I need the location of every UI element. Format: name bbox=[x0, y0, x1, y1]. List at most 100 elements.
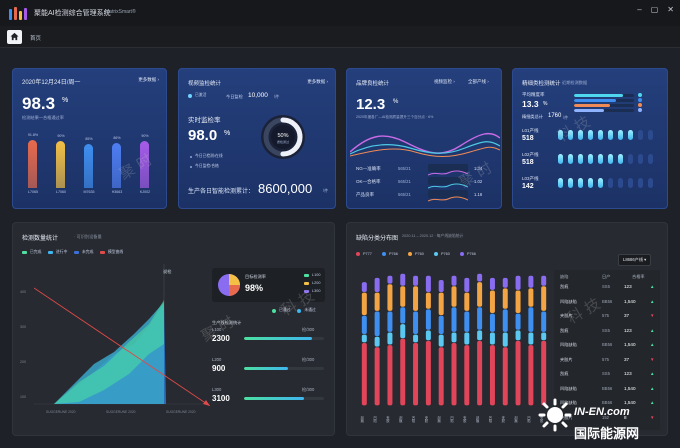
app-title: 聚能AI检测综合管理系统 bbox=[34, 10, 111, 17]
defect-bar-segment bbox=[528, 307, 534, 332]
rate-title: 实时监检率 bbox=[188, 117, 221, 124]
x-tick-label: 凹陷 bbox=[411, 416, 416, 423]
row-value: 142 bbox=[522, 183, 534, 190]
card-title: 品牌良检统计 bbox=[356, 81, 390, 87]
series-yield-line bbox=[350, 146, 500, 157]
defect-bar-segment bbox=[387, 332, 393, 345]
defect-bar-segment bbox=[425, 330, 431, 341]
tag-all-lines[interactable]: 全部产线 › bbox=[468, 79, 489, 84]
row-level-bar bbox=[608, 154, 613, 164]
row-label: L03产线 bbox=[522, 176, 539, 181]
status-dot-icon bbox=[188, 93, 192, 98]
defect-bar-segment bbox=[477, 307, 483, 330]
table-cell-value: 1,540 bbox=[624, 298, 636, 304]
fine-progress bbox=[574, 99, 634, 102]
defect-bar-segment bbox=[541, 311, 547, 332]
defect-bar-segment bbox=[438, 347, 444, 406]
x-tick-label: 夹胶 bbox=[462, 416, 467, 423]
line-select[interactable]: L8686产线 ▾ bbox=[618, 254, 652, 266]
series-ng-line bbox=[350, 132, 500, 154]
defect-bar-segment bbox=[361, 315, 367, 334]
legend-label: P760 bbox=[415, 252, 424, 256]
defect-bar-segment bbox=[425, 309, 431, 330]
defect-bar-segment bbox=[361, 282, 367, 292]
home-button[interactable] bbox=[7, 30, 22, 44]
row-level-bar bbox=[578, 178, 583, 188]
close-icon[interactable]: ✕ bbox=[667, 5, 674, 14]
legend-item: P760 bbox=[434, 252, 450, 256]
today-label: 今日监检 bbox=[226, 94, 243, 99]
row-level-bar bbox=[628, 154, 633, 164]
bar-category-label: L7060 bbox=[56, 190, 66, 194]
defect-bar-segment bbox=[515, 340, 521, 406]
defect-bar-segment bbox=[464, 292, 470, 311]
row-value: 518 bbox=[522, 135, 534, 142]
defect-bar-segment bbox=[477, 340, 483, 406]
line-value: 900 bbox=[212, 364, 226, 373]
legend-label: 模型曲线 bbox=[108, 250, 124, 254]
more-data-link[interactable]: 更多数据 › bbox=[138, 77, 159, 82]
pass-rate-bar bbox=[140, 141, 149, 188]
today-unit: /件 bbox=[274, 94, 280, 99]
legend-dot-icon bbox=[382, 252, 386, 256]
defect-bar-segment bbox=[374, 277, 380, 292]
defect-bar-segment bbox=[387, 345, 393, 406]
app-logo bbox=[9, 7, 29, 20]
defect-bar-segment bbox=[528, 332, 534, 345]
date-label: 2020年12月24日/周一 bbox=[22, 80, 81, 86]
x-tick-label: 凹陷 bbox=[487, 416, 492, 423]
legend-value: 565/21 bbox=[398, 192, 411, 197]
legend-swatch-icon bbox=[100, 251, 105, 254]
more-data-link[interactable]: 更多数据 › bbox=[307, 79, 328, 84]
card-subtitle: · 可识别设备量 bbox=[74, 234, 102, 239]
avg-label: 平均精度率 bbox=[522, 92, 545, 97]
table-cell-code: BB56 bbox=[602, 385, 613, 391]
row-level-bar bbox=[578, 154, 583, 164]
chart-marker-label: 说检 bbox=[163, 269, 172, 274]
maximize-icon[interactable]: ▢ bbox=[650, 5, 659, 14]
avg-unit: % bbox=[543, 101, 548, 107]
table-cell-value: 123 bbox=[624, 327, 632, 333]
pie-legend-item: L100 bbox=[304, 273, 320, 277]
status-label: 已激活 bbox=[195, 93, 207, 97]
x-tick-label: 夹胶 bbox=[423, 416, 428, 423]
row-level-bar bbox=[568, 154, 573, 164]
row-level-bar bbox=[598, 130, 603, 140]
line-progress bbox=[244, 367, 324, 370]
x-tick-label: 夹胶 bbox=[539, 416, 544, 423]
legend-dot-icon bbox=[408, 252, 412, 256]
defect-bar-segment bbox=[374, 347, 380, 406]
defect-bar-segment bbox=[400, 286, 406, 307]
table-cell-name: 刮痕 bbox=[560, 284, 569, 289]
defect-bar-segment bbox=[400, 273, 406, 286]
total-unit: /件 bbox=[323, 188, 329, 193]
legend-swatch-icon bbox=[48, 251, 53, 254]
pass-rate-unit: % bbox=[62, 97, 69, 104]
defect-bar-segment bbox=[413, 343, 419, 406]
defect-bar-segment bbox=[438, 292, 444, 316]
line-right-label: 检/300 bbox=[302, 387, 315, 392]
row-level-bar bbox=[558, 178, 563, 188]
table-cell-code: BB56 bbox=[602, 342, 613, 347]
arrow-up-icon: ▲ bbox=[650, 327, 655, 333]
pass-rate-value: 98.3 bbox=[22, 94, 56, 113]
minimize-icon[interactable]: – bbox=[637, 5, 642, 14]
bar-category-label: M7635 bbox=[83, 190, 95, 194]
row-level-bar bbox=[628, 130, 633, 140]
line-right-label: 检/300 bbox=[302, 327, 315, 332]
line-right-label: 检/300 bbox=[302, 357, 315, 362]
ring-label: 质检通过 bbox=[277, 139, 289, 144]
row-level-bar bbox=[588, 178, 593, 188]
legend-swatch-icon bbox=[22, 251, 27, 254]
defect-bar-segment bbox=[502, 332, 508, 347]
legend-sparkline bbox=[427, 164, 469, 176]
breadcrumb[interactable]: 首页 bbox=[30, 36, 42, 42]
table-cell-code: SS5 bbox=[602, 327, 610, 333]
table-cell-value: 1,540 bbox=[624, 342, 636, 347]
pass-rate-card: 2020年12月24日/周一 更多数据 › 98.3 % 检测结果—合格通过率 … bbox=[12, 68, 167, 209]
defect-bar-segment bbox=[387, 275, 393, 284]
tag-video[interactable]: 视频监检 › bbox=[434, 79, 455, 84]
defect-bar-segment bbox=[400, 307, 406, 324]
row-level-bar bbox=[608, 178, 613, 188]
table-cell-code: SS5 bbox=[602, 284, 610, 289]
